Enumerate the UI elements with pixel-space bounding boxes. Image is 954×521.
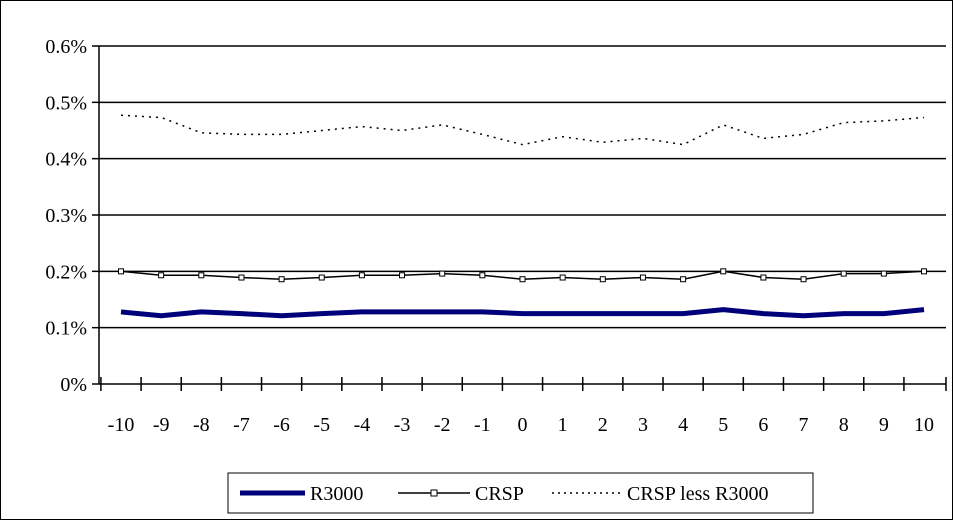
x-tick-label: -6 [273,414,290,436]
y-tick-label: 0.5% [45,92,87,114]
legend-label-crsp-less-r3000: CRSP less R3000 [627,483,769,505]
series-line-r3000 [121,310,924,316]
series-line-crsp-less-r3000 [121,115,924,144]
gridlines [99,46,946,328]
legend-marker-crsp [431,490,437,496]
x-tick-label: -3 [394,414,411,436]
data-point-crsp [480,273,485,278]
x-tick-label: -8 [193,414,210,436]
data-point-crsp [440,271,445,276]
legend-label-r3000: R3000 [310,483,363,505]
y-tick-label: 0.3% [45,205,87,227]
x-tick-label: -7 [233,414,250,436]
x-tick-label: -4 [354,414,371,436]
x-tick-label: -5 [313,414,330,436]
y-tick-labels: 0% 0.1% 0.2% 0.3% 0.4% 0.5% 0.6% [45,36,87,396]
data-point-crsp [640,275,645,280]
y-tick-label: 0.1% [45,318,87,340]
data-point-crsp [279,277,284,282]
x-tick-label: -9 [153,414,170,436]
y-tick-label: 0.4% [45,149,87,171]
data-point-crsp [681,277,686,282]
x-tick-label: 2 [598,414,608,436]
x-tick-label: -1 [474,414,491,436]
x-tick-label: 1 [558,414,568,436]
y-tick-label: 0% [60,374,87,396]
axes [92,46,946,391]
x-tick-label: 9 [879,414,889,436]
x-tick-label: 0 [518,414,528,436]
data-point-crsp [159,273,164,278]
data-point-crsp [801,277,806,282]
x-tick-label: 7 [799,414,809,436]
x-tick-label: 5 [718,414,728,436]
y-tick-label: 0.2% [45,261,87,283]
x-tick-labels: -10 -9 -8 -7 -6 -5 -4 -3 -2 -1 0 1 2 3 4 5 6 7 8 9 10 [108,414,934,436]
data-point-crsp [319,275,324,280]
x-tick-label: -2 [434,414,451,436]
data-point-crsp [400,273,405,278]
x-tick-label: 4 [678,414,688,436]
data-point-crsp [721,269,726,274]
data-point-crsp [520,277,525,282]
data-point-crsp [119,269,124,274]
data-point-crsp [600,277,605,282]
y-tick-label: 0.6% [45,36,87,58]
data-point-crsp [199,273,204,278]
data-point-crsp [239,275,244,280]
data-point-crsp [841,271,846,276]
x-tick-label: 3 [638,414,648,436]
legend: R3000 CRSP CRSP less R3000 [228,473,813,513]
x-tick-label: 8 [839,414,849,436]
data-point-crsp [881,271,886,276]
data-point-crsp [560,275,565,280]
x-tick-label: 10 [914,414,934,436]
x-tick-label: -10 [108,414,135,436]
x-tick-label: 6 [758,414,768,436]
legend-label-crsp: CRSP [475,483,524,505]
data-point-crsp [761,275,766,280]
data-point-crsp [359,273,364,278]
data-point-crsp [922,269,927,274]
